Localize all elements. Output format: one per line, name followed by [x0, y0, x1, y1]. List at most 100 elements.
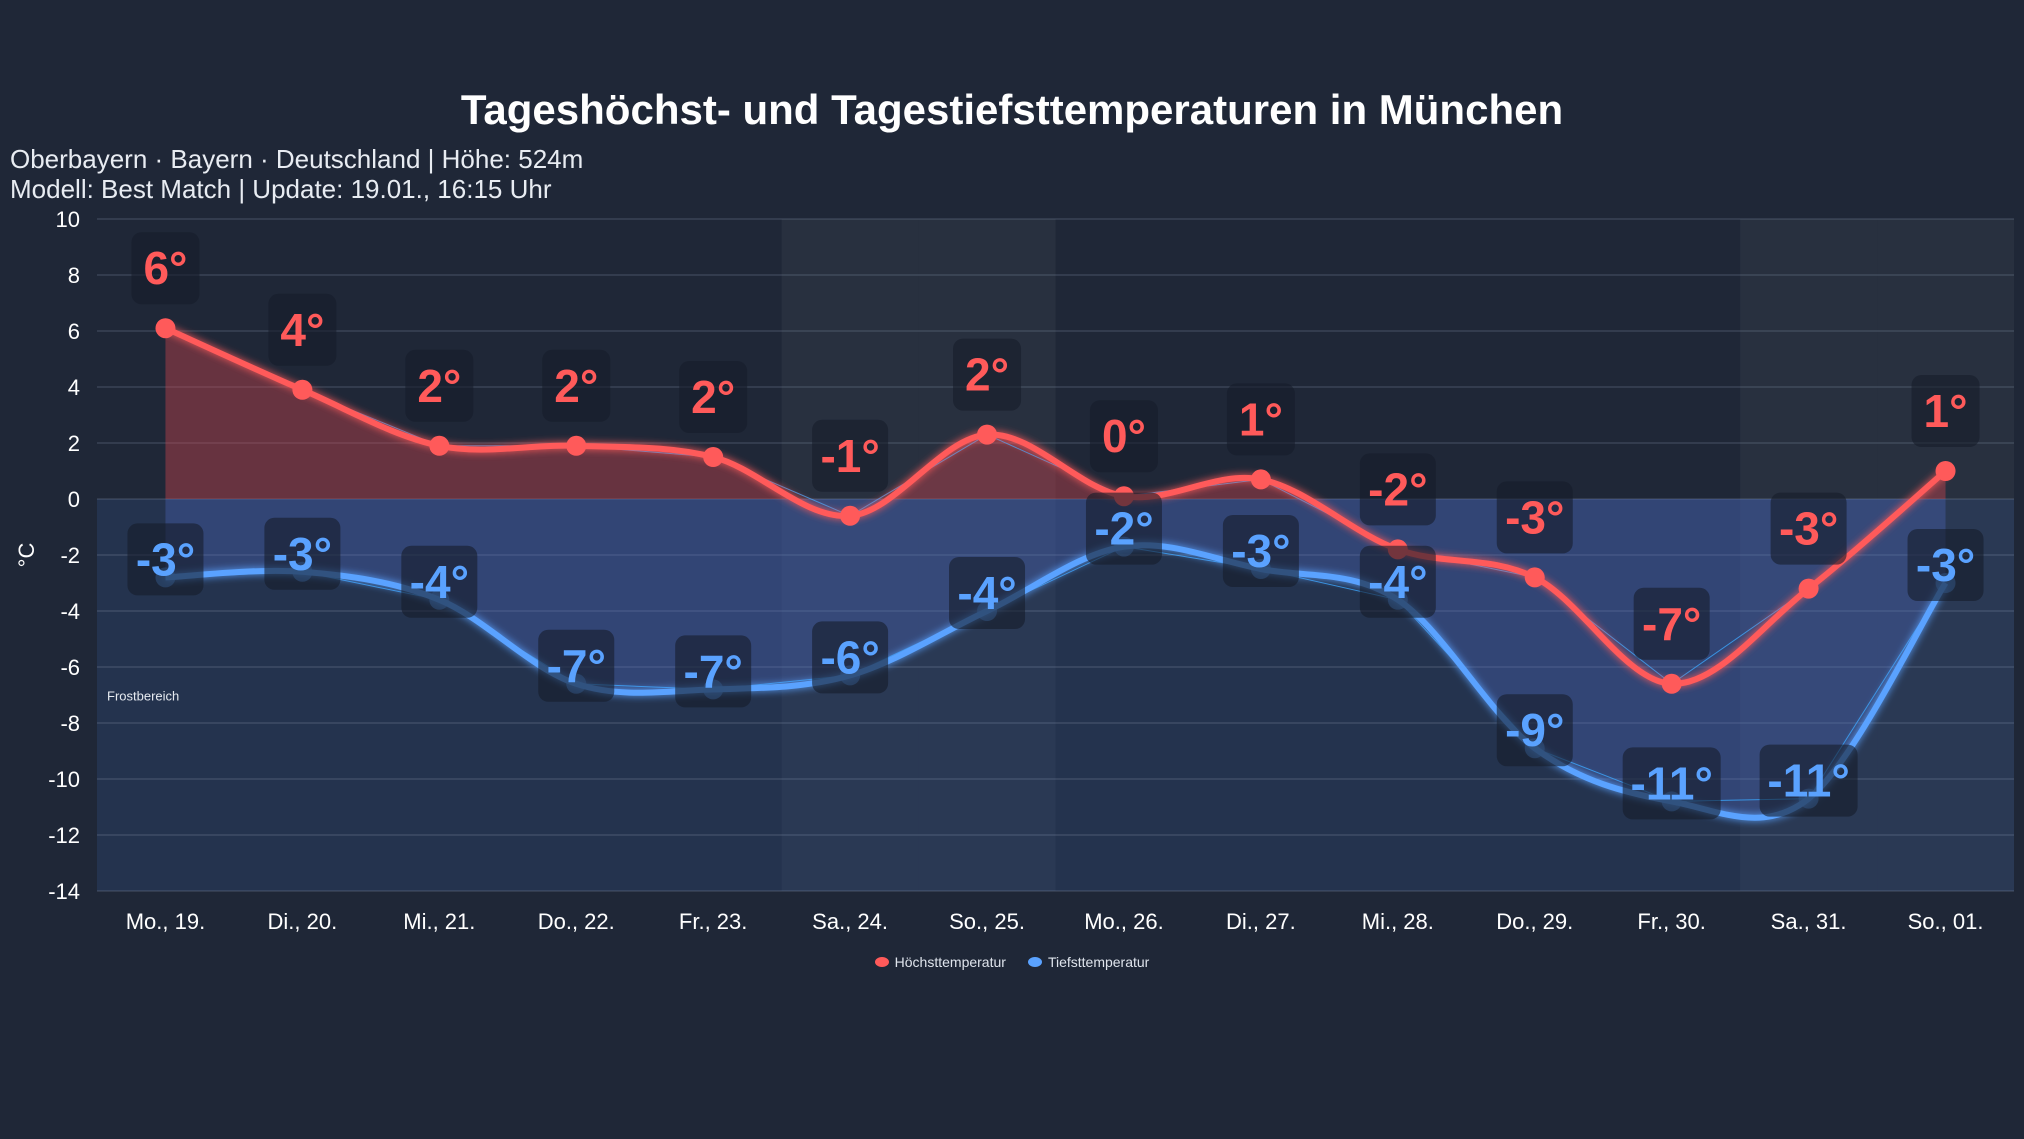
x-tick-label: Di., 20. — [268, 909, 338, 934]
max-temperature-point — [1524, 567, 1545, 588]
max-data-label: -7° — [1642, 598, 1701, 650]
y-tick-label: -14 — [48, 879, 80, 904]
max-data-label: -1° — [820, 430, 879, 482]
max-area-fill — [165, 328, 1946, 499]
min-data-label: -3° — [1916, 539, 1975, 591]
x-tick-label: Sa., 31. — [1771, 909, 1847, 934]
max-data-label-box — [1496, 481, 1573, 554]
subtitle-location: Oberbayern · Bayern · Deutschland | Höhe… — [10, 144, 584, 174]
min-data-label: -7° — [684, 645, 743, 697]
min-data-label: -4° — [957, 567, 1016, 619]
chart-title: Tageshöchst- und Tagestiefsttemperaturen… — [460, 86, 1564, 133]
max-data-label-box — [679, 361, 748, 433]
min-data-label: -11° — [1631, 757, 1713, 809]
max-temperature-point — [292, 379, 313, 400]
max-data-label: 2° — [417, 360, 461, 412]
y-tick-label: 0 — [68, 487, 80, 512]
min-data-label-box — [1496, 694, 1573, 767]
max-data-label-box — [131, 232, 200, 305]
max-data-label: 2° — [554, 360, 598, 412]
y-tick-label: -2 — [60, 543, 80, 568]
max-data-label-box — [1911, 375, 1980, 447]
max-temperature-point — [1798, 578, 1819, 599]
legend-marker-max — [874, 957, 889, 967]
max-data-label-box — [1089, 400, 1158, 473]
x-tick-label: Di., 27. — [1226, 909, 1296, 934]
max-data-label-box — [1770, 492, 1847, 565]
min-data-label: -7° — [547, 640, 606, 692]
min-data-label-box — [1359, 545, 1436, 618]
y-tick-label: -4 — [60, 599, 80, 624]
min-data-label: -3° — [136, 533, 195, 585]
max-data-label-box — [268, 293, 337, 366]
max-data-label-box — [812, 419, 889, 492]
max-data-label: -2° — [1368, 463, 1427, 515]
min-data-label: -11° — [1767, 755, 1849, 807]
max-data-label-box — [542, 349, 611, 422]
max-data-label: 2° — [965, 349, 1009, 401]
max-temperature-point — [703, 447, 724, 467]
max-temperature-point — [1935, 461, 1956, 481]
legend-item-min[interactable]: Tiefsttemperatur — [1027, 954, 1150, 970]
max-data-label: 4° — [280, 304, 324, 356]
max-temperature-point — [1661, 673, 1682, 694]
y-tick-label: -12 — [48, 823, 80, 848]
min-data-label-box — [127, 523, 204, 596]
weekend-shade — [781, 219, 919, 891]
min-data-label: -9° — [1505, 704, 1564, 756]
min-data-label: -3° — [1231, 525, 1290, 577]
min-data-label-box — [1759, 744, 1858, 817]
max-temperature-point — [840, 505, 861, 526]
max-temperature-point — [429, 435, 450, 456]
min-data-label-box — [1222, 515, 1299, 587]
frost-zone-label: Frostbereich — [107, 689, 179, 704]
legend-label-max: Höchsttemperatur — [894, 954, 1006, 970]
y-tick-label: 2 — [68, 431, 80, 456]
max-data-label-box — [405, 349, 474, 422]
min-data-label: -6° — [820, 631, 879, 683]
max-temperature-point — [566, 435, 587, 456]
x-tick-label: Do., 22. — [538, 909, 615, 934]
subtitle-model: Modell: Best Match | Update: 19.01., 16:… — [10, 174, 552, 204]
x-tick-label: Fr., 30. — [1637, 909, 1705, 934]
x-tick-label: Sa., 24. — [812, 909, 888, 934]
legend-item-max[interactable]: Höchsttemperatur — [874, 954, 1006, 970]
y-tick-label: -10 — [48, 767, 80, 792]
max-temperature-point — [977, 424, 998, 445]
min-data-label: -3° — [273, 528, 332, 580]
min-data-label: -4° — [1368, 556, 1427, 608]
min-data-label-box — [812, 621, 889, 694]
max-data-label-box — [953, 338, 1022, 411]
max-data-label: 2° — [691, 371, 735, 423]
min-data-label-box — [949, 557, 1026, 629]
max-data-label-box — [1359, 453, 1436, 526]
max-temperature-point — [155, 318, 176, 339]
min-data-label-box — [1907, 529, 1984, 601]
y-tick-label: -6 — [60, 655, 80, 680]
max-data-label: 0° — [1102, 410, 1146, 462]
max-data-label: -3° — [1779, 503, 1838, 555]
x-tick-label: So., 01. — [1908, 909, 1984, 934]
x-tick-label: Mo., 26. — [1084, 909, 1163, 934]
x-tick-label: So., 25. — [949, 909, 1025, 934]
legend-label-min: Tiefsttemperatur — [1047, 954, 1150, 970]
min-data-label-box — [538, 629, 615, 702]
min-data-label-box — [1085, 492, 1162, 565]
y-tick-label: 6 — [68, 319, 80, 344]
min-data-label-box — [401, 545, 478, 618]
x-tick-label: Do., 29. — [1496, 909, 1573, 934]
y-tick-label: 8 — [68, 263, 80, 288]
legend-marker-min — [1027, 957, 1042, 967]
max-data-label: 1° — [1239, 393, 1283, 445]
legend: Höchsttemperatur Tiefsttemperatur — [0, 954, 2024, 970]
max-temperature-point — [1250, 469, 1271, 490]
min-area-fill — [165, 499, 1946, 818]
max-connector-line — [165, 327, 1946, 685]
min-data-label-box — [1622, 747, 1721, 820]
x-tick-label: Fr., 23. — [679, 909, 747, 934]
max-data-label: 6° — [143, 242, 187, 294]
x-tick-label: Mi., 28. — [1362, 909, 1434, 934]
min-data-label-box — [675, 635, 752, 708]
x-tick-label: Mi., 21. — [403, 909, 475, 934]
